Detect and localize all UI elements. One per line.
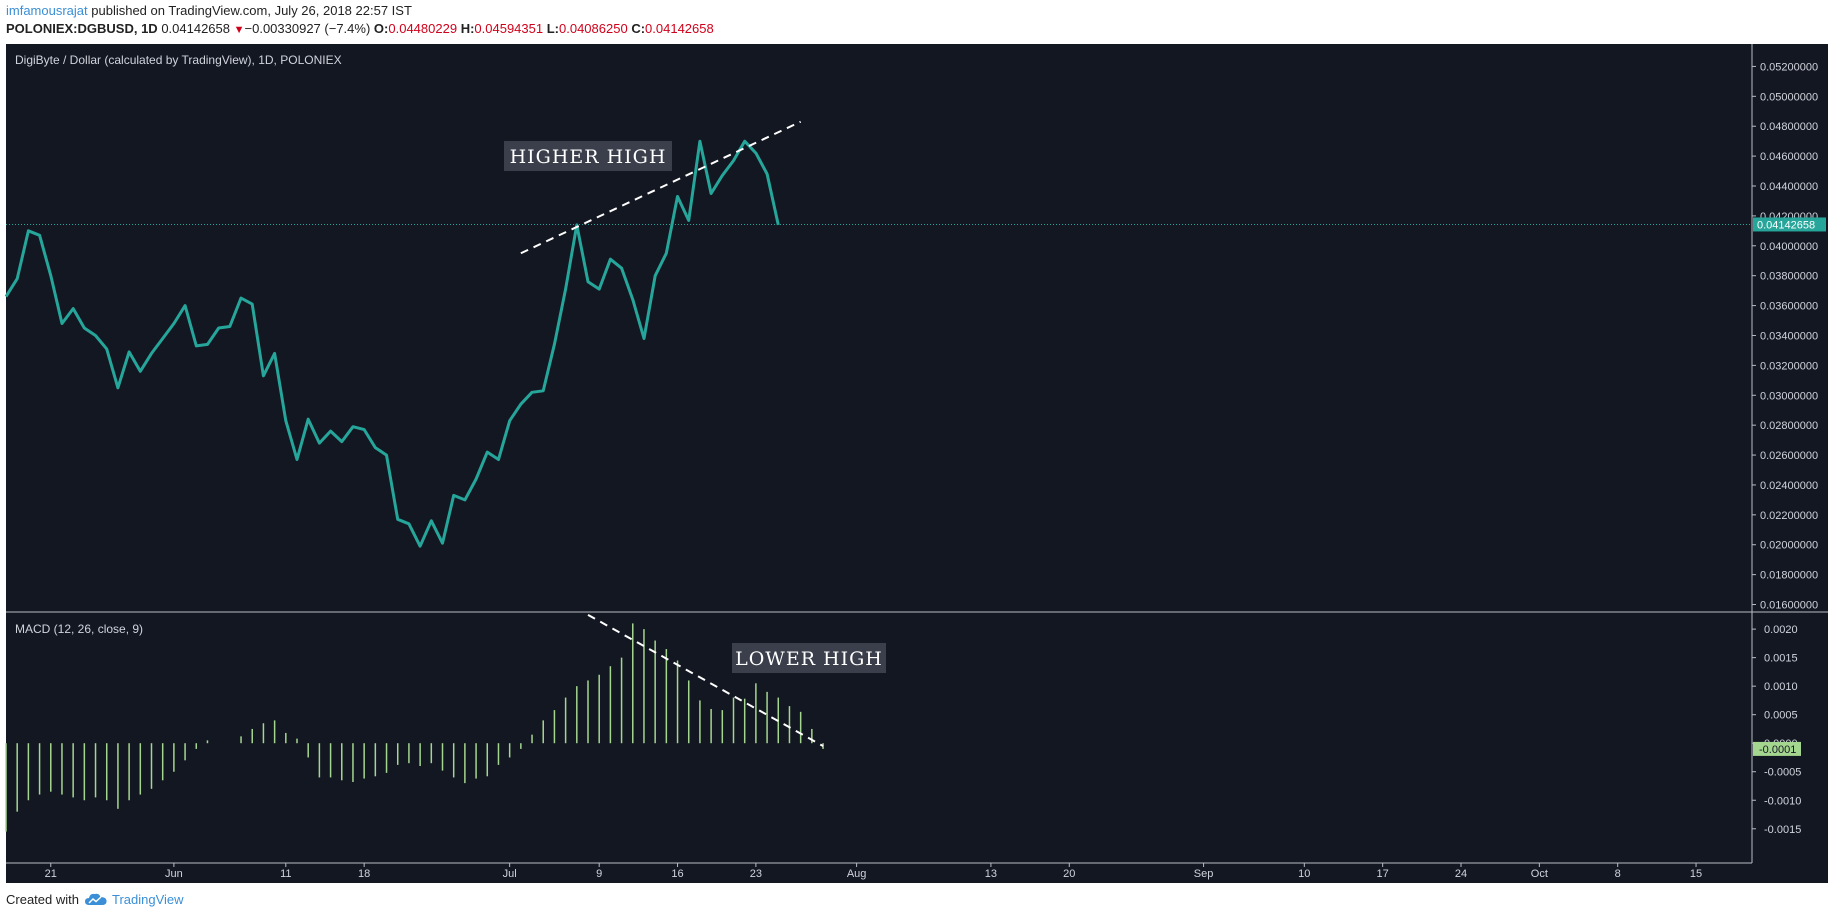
price-tick-label: 0.04400000 [1760,181,1818,193]
higher-high-trendline [520,120,802,255]
low-label: L: [546,21,559,36]
price-tick-label: 0.02000000 [1760,540,1818,552]
time-tick-label: Jun [165,868,183,880]
time-tick-label: 15 [1690,868,1702,880]
time-tick-label: 17 [1377,868,1389,880]
time-tick-label: 13 [985,868,997,880]
time-tick-label: 20 [1063,868,1075,880]
time-tick-label: 21 [45,868,57,880]
time-tick-label: 16 [671,868,683,880]
macd-tick-label: 0.0015 [1764,653,1798,665]
macd-pane-title: MACD (12, 26, close, 9) [15,622,143,636]
ohlc-bar: POLONIEX:DGBUSD, 1D 0.04142658 ▼−0.00330… [6,21,714,36]
high-value: 0.04594351 [474,21,544,36]
macd-tick-label: 0.0010 [1764,681,1798,693]
cloud-logo-icon [84,893,107,905]
time-tick-label: 24 [1455,868,1467,880]
time-tick-label: Sep [1194,868,1214,880]
plot-background [6,44,1752,863]
high-label: H: [460,21,475,36]
tradingview-link[interactable]: TradingView [84,892,184,907]
time-tick-label: Jul [503,868,517,880]
macd-tick-label: -0.0005 [1764,767,1801,779]
price-line [4,139,780,548]
time-axis-background [6,863,1752,883]
higher-high-label: HIGHER HIGH [510,146,667,168]
price-tick-label: 0.01800000 [1760,570,1818,582]
price-tick-label: 0.02400000 [1760,480,1818,492]
created-with-text: Created with [6,892,79,907]
low-value: 0.04086250 [559,21,628,36]
author-link[interactable]: imfamousrajat [6,3,88,18]
price-tick-label: 0.03000000 [1760,390,1818,402]
down-arrow-icon: ▼ [233,24,245,36]
open-value: 0.04480229 [388,21,458,36]
macd-tick-label: 0.0005 [1764,710,1798,722]
time-tick-label: 18 [358,868,370,880]
price-tick-label: 0.02600000 [1760,450,1818,462]
last-price: 0.04142658 [161,21,230,36]
price-tick-label: 0.02800000 [1760,420,1818,432]
brand-label: TradingView [111,892,184,907]
time-tick-label: 8 [1615,868,1621,880]
last-price-badge [1753,217,1826,232]
macd-last-badge [1753,741,1801,756]
price-change: −0.00330927 (−7.4%) [244,21,371,36]
macd-tick-label: -0.0010 [1764,795,1801,807]
time-tick-label: 23 [750,868,762,880]
macd-tick-label: -0.0015 [1764,824,1801,836]
price-tick-label: 0.05000000 [1760,91,1818,103]
time-tick-label: 11 [280,868,291,880]
price-tick-label: 0.02200000 [1760,510,1818,522]
open-label: O: [373,21,389,36]
higher-high-label-box [504,141,672,171]
price-tick-label: 0.03600000 [1760,301,1818,313]
price-axis-background [1752,44,1828,883]
lower-high-label: LOWER HIGH [735,648,883,670]
price-tick-label: 0.01600000 [1760,600,1818,612]
symbol-label: POLONIEX:DGBUSD, 1D [6,21,158,36]
close-value: 0.04142658 [645,21,714,36]
macd-last-label: -0.0001 [1759,744,1796,756]
last-price-label: 0.04142658 [1757,219,1815,231]
price-tick-label: 0.05200000 [1760,61,1818,73]
time-tick-label: 10 [1298,868,1310,880]
time-tick-label: 9 [596,868,602,880]
price-tick-label: 0.04600000 [1760,151,1818,163]
price-tick-label: 0.03200000 [1760,360,1818,372]
publish-text: published on TradingView.com, July 26, 2… [87,3,412,18]
lower-high-trendline [587,613,824,747]
time-tick-label: Oct [1531,868,1548,880]
time-tick-label: Aug [847,868,867,880]
price-pane-title: DigiByte / Dollar (calculated by Trading… [15,53,342,67]
macd-tick-label: 0.0020 [1764,624,1798,636]
price-tick-label: 0.03400000 [1760,330,1818,342]
price-tick-label: 0.03800000 [1760,271,1818,283]
footer: Created with TradingView [6,892,184,907]
price-tick-label: 0.04800000 [1760,121,1818,133]
publish-info: imfamousrajat published on TradingView.c… [6,3,412,18]
close-label: C: [631,21,646,36]
lower-high-label-box [732,643,886,673]
price-tick-label: 0.04000000 [1760,241,1818,253]
